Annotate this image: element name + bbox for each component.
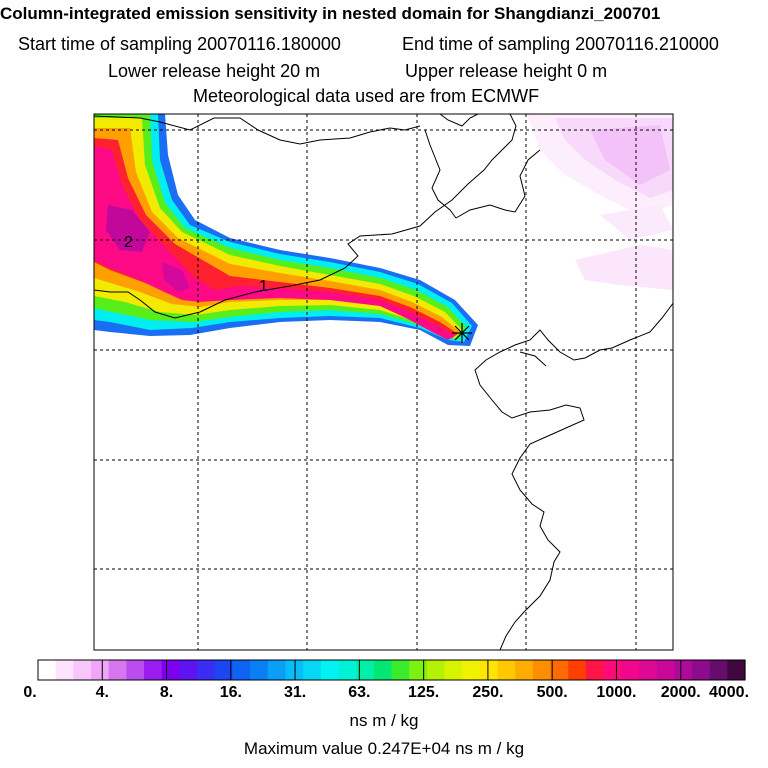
colorbar-tick-label: 16.: [219, 684, 242, 701]
colorbar-swatch: [409, 660, 428, 680]
colorbar-swatch: [91, 660, 110, 680]
colorbar: [38, 660, 746, 680]
colorbar-tick-label: 4.: [95, 684, 109, 701]
colorbar-swatch: [515, 660, 534, 680]
colorbar-swatch: [674, 660, 693, 680]
receptor-marker-icon: [452, 323, 472, 343]
colorbar-swatch: [497, 660, 516, 680]
colorbar-tick-label: 1000.: [596, 684, 637, 701]
colorbar-swatch: [638, 660, 658, 680]
colorbar-tick-label: 250.: [472, 684, 504, 701]
colorbar-swatch: [603, 660, 622, 680]
colorbar-swatch: [320, 660, 340, 680]
colorbar-swatch: [373, 660, 393, 680]
colorbar-swatch: [391, 660, 410, 680]
coastlines: [94, 114, 673, 650]
colorbar-swatch: [303, 660, 322, 680]
meteorological-data-label: Meteorological data used are from ECMWF: [193, 86, 540, 106]
colorbar-swatch: [532, 660, 552, 680]
colorbar-swatch: [426, 660, 446, 680]
colorbar-tick-label: 4000.: [708, 684, 750, 701]
colorbar-units: ns m / kg: [349, 711, 419, 730]
contour-label-2: 2: [124, 234, 133, 251]
colorbar-swatch: [709, 660, 728, 680]
colorbar-tick-label: 63.: [348, 684, 371, 701]
colorbar-swatch: [656, 660, 675, 680]
colorbar-swatch: [126, 660, 145, 680]
plume-band-magenta: [94, 146, 455, 340]
colorbar-swatch: [479, 660, 499, 680]
colorbar-tick-label: 2000.: [660, 684, 701, 701]
colorbar-swatch: [444, 660, 463, 680]
faint-sensitivity-patches: [527, 114, 673, 290]
colorbar-tick-label: 500.: [536, 684, 568, 701]
maximum-value-label: Maximum value 0.247E+04 ns m / kg: [243, 739, 525, 758]
colorbar-tick-label: 31.: [283, 684, 307, 701]
colorbar-tick-label: 0.: [23, 684, 37, 701]
colorbar-swatch: [550, 660, 569, 680]
contour-label-1: 1: [259, 278, 268, 295]
colorbar-swatch: [250, 660, 269, 680]
map-content: 1 2: [94, 114, 673, 650]
upper-release-height-label: Upper release height 0 m: [405, 61, 608, 81]
colorbar-swatch: [73, 660, 92, 680]
colorbar-swatch: [691, 660, 711, 680]
start-time-label: Start time of sampling 20070116.180000: [18, 34, 341, 54]
colorbar-swatch: [568, 660, 587, 680]
colorbar-swatch: [38, 660, 57, 680]
colorbar-tick-label: 125.: [408, 684, 440, 701]
end-time-label: End time of sampling 20070116.210000: [402, 34, 719, 54]
colorbar-swatch: [232, 660, 251, 680]
graticule: [94, 114, 673, 650]
colorbar-swatch: [585, 660, 605, 680]
colorbar-swatch: [727, 660, 746, 680]
colorbar-swatch: [462, 660, 481, 680]
colorbar-swatch: [621, 660, 640, 680]
map-frame: [93, 113, 674, 651]
colorbar-swatch: [338, 660, 357, 680]
lower-release-height-label: Lower release height 20 m: [108, 61, 321, 81]
colorbar-swatch: [144, 660, 163, 680]
colorbar-swatch: [356, 660, 375, 680]
colorbar-frame: [37, 659, 746, 681]
colorbar-swatch: [214, 660, 234, 680]
colorbar-swatch: [267, 660, 287, 680]
colorbar-swatch: [108, 660, 127, 680]
colorbar-tick-label: 8.: [159, 684, 174, 701]
colorbar-swatch: [55, 660, 74, 680]
colorbar-swatch: [197, 660, 216, 680]
colorbar-swatch: [161, 660, 181, 680]
figure-title: Column-integrated emission sensitivity i…: [0, 4, 661, 23]
emission-sensitivity-plume: [94, 114, 478, 346]
plume-core-small: [162, 262, 190, 292]
colorbar-swatch: [179, 660, 198, 680]
